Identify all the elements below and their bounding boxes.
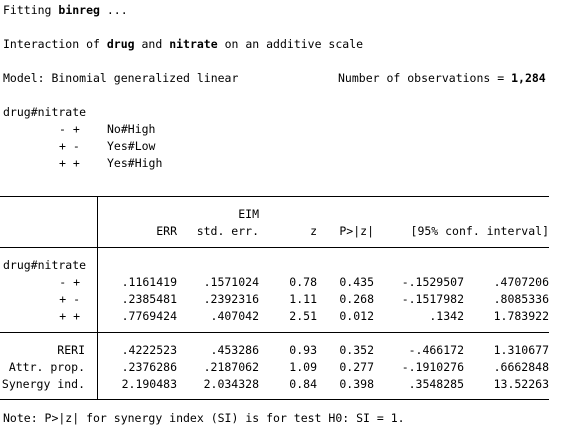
cell-ci-low: -.1529507 [401, 275, 464, 289]
cell-z: 0.93 [289, 343, 317, 357]
table-top-rule [0, 196, 549, 197]
header-z: z [310, 224, 317, 238]
nobs-line: Number of observations = 1,284 [338, 71, 546, 85]
header-p: P>|z| [339, 224, 374, 238]
group-label: drug#nitrate [3, 258, 87, 272]
cell-p: 0.012 [339, 309, 374, 323]
header-se: std. err. [196, 224, 259, 238]
cell-z: 1.09 [289, 360, 317, 374]
header-eim: EIM [238, 207, 259, 221]
section-rule [0, 332, 549, 333]
row-label: Attr. prop. [8, 360, 85, 374]
cell-p: 0.277 [339, 360, 374, 374]
cell-z: 2.51 [289, 309, 317, 323]
cell-ci-high: 1.783922 [493, 309, 549, 323]
header-rule [0, 247, 549, 248]
table-column-divider [97, 196, 98, 399]
cell-p: 0.435 [339, 275, 374, 289]
cell-se: .407042 [210, 309, 259, 323]
cell-p: 0.398 [339, 377, 374, 391]
legend-code: + + [59, 156, 80, 170]
header-err: ERR [156, 224, 177, 238]
cell-se: .2392316 [203, 292, 259, 306]
footnote: Note: P>|z| for synergy index (SI) is fo… [3, 411, 405, 425]
var-nitrate: nitrate [169, 37, 218, 51]
cell-ci-high: 13.52263 [493, 377, 549, 391]
legend-title: drug#nitrate [3, 105, 87, 119]
cell-ci-low: -.1910276 [401, 360, 464, 374]
legend-desc: No#High [107, 122, 156, 136]
row-label: + + [59, 309, 80, 323]
cell-err: .1161419 [121, 275, 177, 289]
fitting-command: binreg [58, 3, 100, 17]
interaction-line: Interaction of drug and nitrate on an ad… [3, 37, 364, 51]
cell-p: 0.268 [339, 292, 374, 306]
cell-se: .453286 [210, 343, 259, 357]
cell-se: .2187062 [203, 360, 259, 374]
cell-err: 2.190483 [121, 377, 177, 391]
cell-p: 0.352 [339, 343, 374, 357]
cell-ci-high: .8085336 [493, 292, 549, 306]
nobs-value: 1,284 [511, 71, 546, 85]
legend-desc: Yes#Low [107, 139, 156, 153]
cell-se: .1571024 [203, 275, 259, 289]
cell-err: .2385481 [121, 292, 177, 306]
legend-code: + - [59, 139, 80, 153]
row-label: Synergy ind. [1, 377, 85, 391]
cell-ci-low: .1342 [429, 309, 464, 323]
table-bottom-rule [0, 399, 549, 400]
cell-err: .7769424 [121, 309, 177, 323]
cell-z: 0.84 [289, 377, 317, 391]
row-label: RERI [57, 343, 85, 357]
cell-ci-high: .4707206 [493, 275, 549, 289]
row-label: - + [59, 275, 80, 289]
legend-desc: Yes#High [107, 156, 163, 170]
cell-ci-low: -.1517982 [401, 292, 464, 306]
cell-ci-high: .6662848 [493, 360, 549, 374]
cell-ci-high: 1.310677 [493, 343, 549, 357]
cell-z: 1.11 [289, 292, 317, 306]
cell-ci-low: .3548285 [408, 377, 464, 391]
header-ci: [95% conf. interval] [410, 224, 549, 238]
row-label: + - [59, 292, 80, 306]
fitting-line: Fitting binreg ... [3, 3, 128, 17]
cell-se: 2.034328 [203, 377, 259, 391]
var-drug: drug [106, 37, 135, 51]
cell-err: .2376286 [121, 360, 177, 374]
legend-code: - + [59, 122, 80, 136]
cell-z: 0.78 [289, 275, 317, 289]
model-line: Model: Binomial generalized linear [3, 71, 239, 85]
cell-err: .4222523 [121, 343, 177, 357]
cell-ci-low: -.466172 [408, 343, 464, 357]
